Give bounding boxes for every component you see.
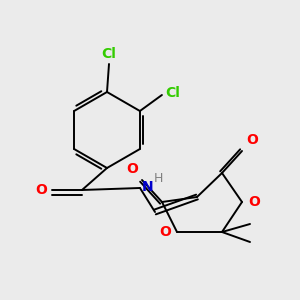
Text: O: O (35, 183, 47, 197)
Text: N: N (142, 180, 154, 194)
Text: Cl: Cl (165, 86, 180, 100)
Text: O: O (126, 162, 138, 176)
Text: O: O (246, 133, 258, 147)
Text: O: O (248, 195, 260, 209)
Text: H: H (154, 172, 164, 184)
Text: O: O (159, 225, 171, 239)
Text: Cl: Cl (102, 47, 116, 61)
